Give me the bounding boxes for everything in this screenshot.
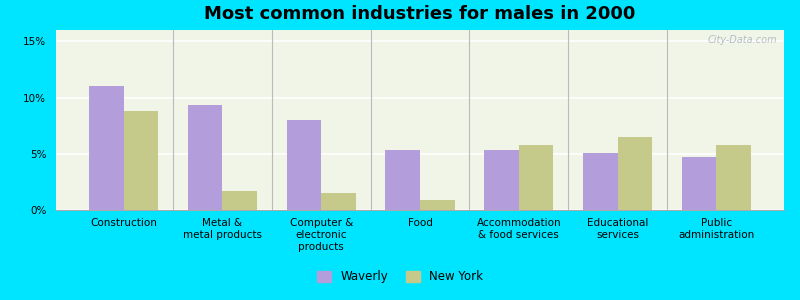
Bar [420,200,454,210]
Bar [716,145,751,210]
Bar [386,150,420,210]
Bar [618,137,652,210]
Bar [484,150,518,210]
Text: City-Data.com: City-Data.com [707,35,777,45]
Bar [124,111,158,210]
Bar [222,191,257,210]
Bar [188,105,222,210]
Legend: Waverly, New York: Waverly, New York [312,266,488,288]
Title: Most common industries for males in 2000: Most common industries for males in 2000 [204,5,636,23]
Bar [682,157,716,210]
Bar [286,120,322,210]
Bar [518,145,554,210]
Bar [583,153,618,210]
Bar [89,86,124,210]
Bar [322,193,356,210]
